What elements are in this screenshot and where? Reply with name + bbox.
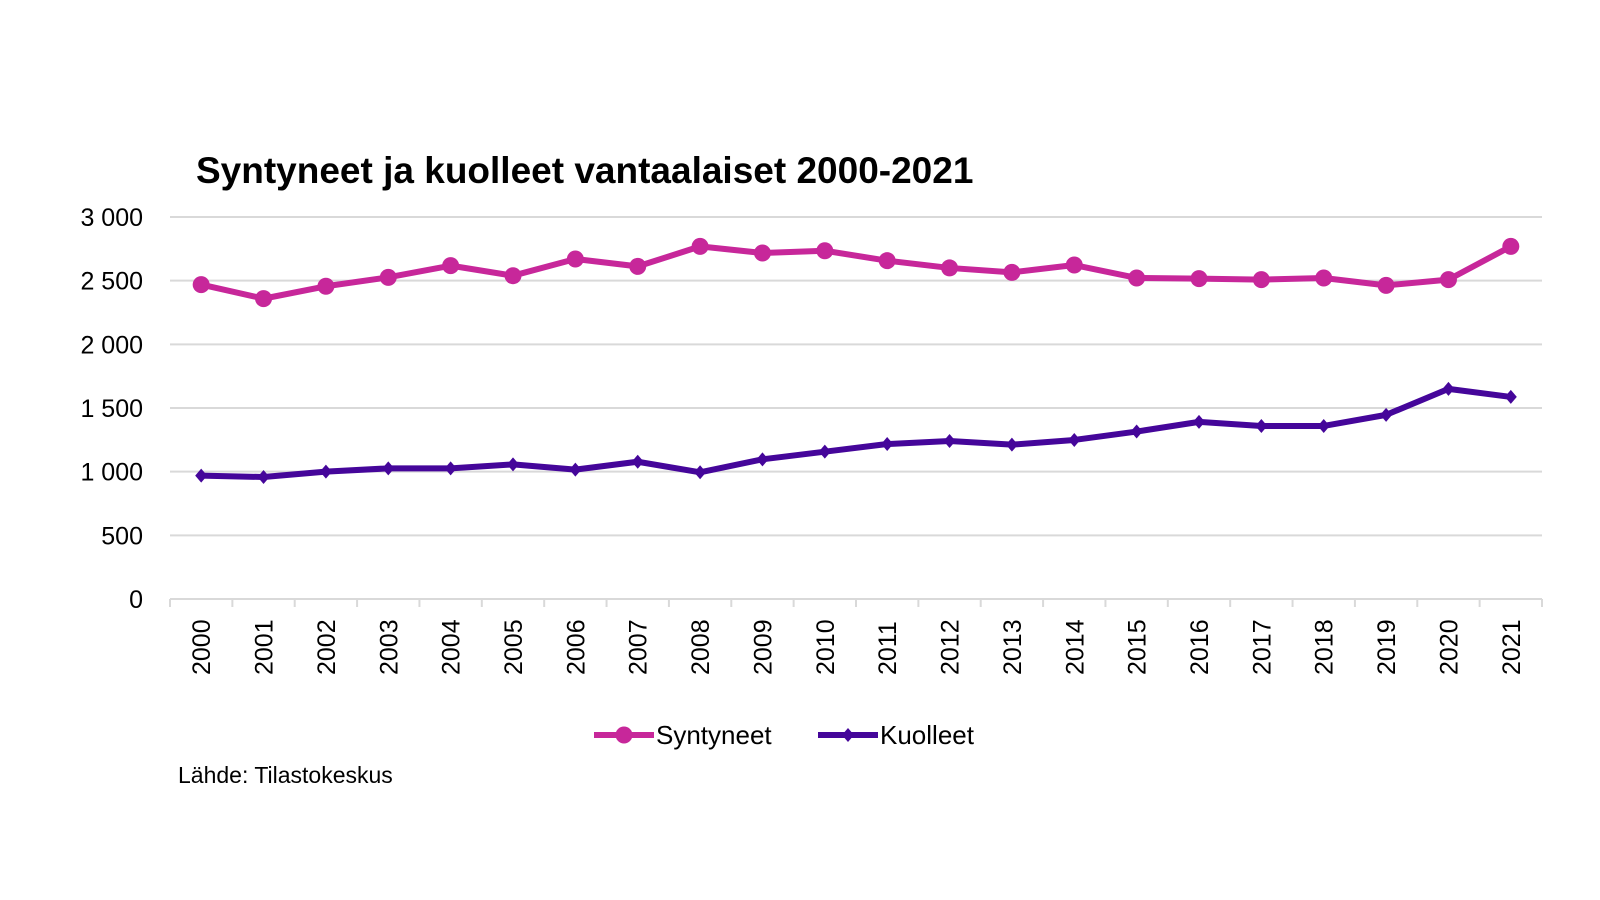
series-layer xyxy=(192,237,1520,485)
data-point xyxy=(319,464,332,479)
data-point xyxy=(1439,271,1457,289)
x-tick-label: 2011 xyxy=(874,621,902,675)
x-axis xyxy=(169,598,1543,607)
data-point xyxy=(1504,389,1517,404)
data-point xyxy=(943,433,956,448)
data-point xyxy=(694,465,707,480)
x-tick-label: 2000 xyxy=(188,619,216,675)
series-line xyxy=(201,385,1512,481)
data-point xyxy=(507,457,519,472)
x-tick-label: 2015 xyxy=(1124,619,1152,675)
data-point xyxy=(629,257,647,275)
data-point xyxy=(691,237,709,255)
y-tick-label: 1 000 xyxy=(80,459,143,487)
x-tick-label: 2020 xyxy=(1435,619,1463,675)
data-point xyxy=(257,470,270,485)
data-point xyxy=(444,461,457,476)
data-point xyxy=(382,461,395,476)
data-point xyxy=(1193,414,1205,429)
data-point xyxy=(881,437,894,452)
legend-item-kuolleet: Kuolleet xyxy=(818,720,975,750)
data-point xyxy=(569,462,582,477)
x-tick-label: 2019 xyxy=(1373,619,1401,675)
data-point xyxy=(504,267,522,285)
data-point xyxy=(818,444,831,459)
data-point xyxy=(1255,418,1268,433)
data-point xyxy=(1003,263,1021,281)
data-point xyxy=(442,257,460,275)
x-tick-label: 2012 xyxy=(937,619,965,675)
data-point xyxy=(566,250,584,268)
data-point xyxy=(1005,437,1018,452)
legend-item-syntyneet: Syntyneet xyxy=(594,720,772,750)
x-tick-label: 2016 xyxy=(1186,619,1214,675)
x-tick-label: 2006 xyxy=(562,619,590,675)
data-point xyxy=(878,252,896,270)
x-tick-label: 2014 xyxy=(1061,619,1089,675)
data-point xyxy=(1315,269,1333,287)
data-point xyxy=(1068,432,1081,447)
data-point xyxy=(1065,256,1083,274)
x-tick-label: 2013 xyxy=(999,619,1027,675)
chart-title: Syntyneet ja kuolleet vantaalaiset 2000-… xyxy=(196,150,973,191)
source-note: Lähde: Tilastokeskus xyxy=(178,762,393,788)
data-point xyxy=(1317,418,1330,433)
x-tick-label: 2005 xyxy=(500,619,528,675)
data-point xyxy=(1190,270,1208,288)
x-tick-label: 2018 xyxy=(1311,619,1339,675)
y-tick-label: 500 xyxy=(101,522,143,550)
legend: Syntyneet Kuolleet xyxy=(594,720,975,750)
y-axis-tick-labels: 0 500 1 000 1 500 2 000 2 500 3 000 xyxy=(80,204,143,614)
x-tick-label: 2010 xyxy=(812,619,840,675)
x-tick-label: 2004 xyxy=(438,619,466,675)
data-point xyxy=(255,290,273,308)
data-point xyxy=(1380,407,1393,422)
x-tick-label: 2021 xyxy=(1498,619,1526,675)
data-point xyxy=(195,468,208,483)
x-axis-tick-labels: 2000 2001 2002 2003 2004 2005 2006 2007 2008 2009… xyxy=(188,619,1526,675)
y-tick-label: 3 000 xyxy=(80,204,143,232)
data-point xyxy=(379,268,397,286)
y-tick-label: 1 500 xyxy=(80,395,143,423)
data-point xyxy=(317,277,335,295)
x-tick-label: 2003 xyxy=(375,619,403,675)
legend-marker xyxy=(842,728,854,742)
data-point xyxy=(1377,276,1395,294)
data-point xyxy=(756,452,769,467)
legend-label: Kuolleet xyxy=(880,720,975,750)
data-point xyxy=(1128,269,1146,287)
data-point xyxy=(1442,381,1455,396)
x-tick-label: 2007 xyxy=(625,619,653,675)
gridlines xyxy=(170,216,1542,537)
series-line xyxy=(200,243,1513,302)
legend-marker xyxy=(615,726,633,744)
data-point xyxy=(816,242,834,260)
y-tick-label: 2 000 xyxy=(80,331,143,359)
data-point xyxy=(941,259,959,277)
data-point xyxy=(192,276,210,294)
data-point xyxy=(631,454,644,469)
data-point xyxy=(753,244,771,262)
data-point xyxy=(1502,237,1520,255)
legend-label: Syntyneet xyxy=(656,720,772,750)
y-tick-label: 0 xyxy=(129,586,143,614)
x-tick-label: 2017 xyxy=(1248,619,1276,675)
x-tick-label: 2002 xyxy=(313,619,341,675)
y-tick-label: 2 500 xyxy=(80,268,143,296)
series-kuolleet xyxy=(195,381,1517,485)
x-tick-label: 2001 xyxy=(251,619,279,675)
data-point xyxy=(1130,424,1143,439)
x-tick-label: 2009 xyxy=(749,619,777,675)
data-point xyxy=(1252,271,1270,289)
x-tick-label: 2008 xyxy=(687,619,715,675)
series-syntyneet xyxy=(192,237,1520,308)
